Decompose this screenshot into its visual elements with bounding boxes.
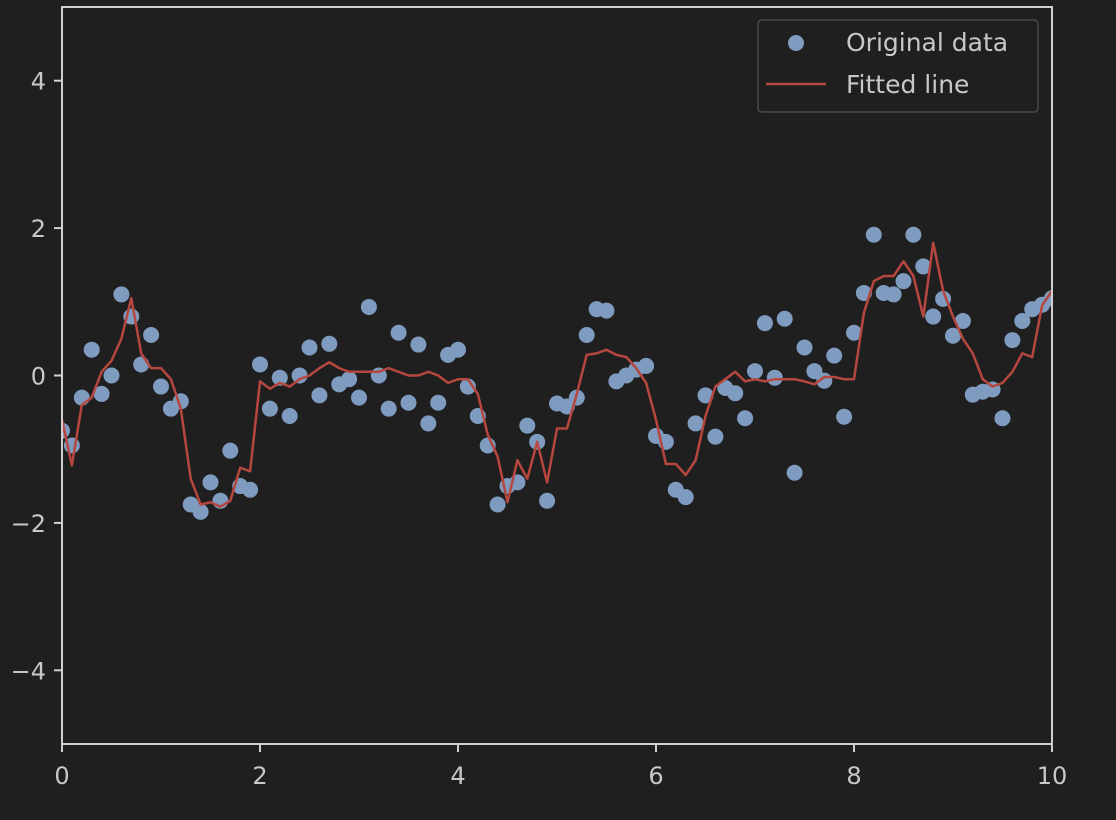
data-point: [430, 394, 447, 411]
data-point: [638, 357, 655, 374]
data-point: [410, 336, 427, 353]
x-tick-label: 10: [1037, 762, 1068, 790]
y-axis: −4 −2 0 2 4: [11, 68, 62, 685]
data-point: [865, 226, 882, 243]
x-tick-label: 8: [846, 762, 861, 790]
data-point: [519, 417, 536, 434]
legend-box: [757, 19, 1039, 113]
data-point: [598, 302, 615, 319]
x-tick-label: 2: [252, 762, 267, 790]
data-point: [954, 312, 971, 329]
data-point: [192, 503, 209, 520]
data-point: [776, 310, 793, 327]
y-tick-label: −4: [11, 657, 46, 685]
data-point: [341, 371, 358, 388]
data-point: [242, 481, 259, 498]
data-point: [261, 400, 278, 417]
data-point: [786, 464, 803, 481]
data-point: [252, 356, 268, 373]
legend-marker-original-data: [788, 35, 804, 51]
x-tick-label: 4: [450, 762, 465, 790]
data-point: [945, 327, 961, 344]
data-point: [222, 442, 239, 459]
data-point: [836, 408, 853, 425]
data-point: [93, 385, 110, 402]
data-point: [915, 258, 932, 275]
legend-label-original-data: Original data: [846, 28, 1008, 57]
data-point: [905, 226, 922, 243]
legend-label-fitted-line: Fitted line: [846, 70, 969, 99]
data-point: [846, 324, 862, 341]
data-point: [351, 389, 367, 406]
data-point: [321, 335, 338, 352]
data-point: [83, 341, 100, 358]
data-point: [420, 415, 437, 432]
data-point: [727, 385, 744, 402]
data-point: [311, 387, 328, 404]
data-point: [925, 308, 942, 325]
data-point: [756, 315, 773, 332]
data-point: [737, 410, 754, 427]
data-point: [153, 378, 169, 395]
series-fitted-line: [62, 241, 1052, 508]
data-point: [766, 369, 783, 386]
series-original-data: [62, 226, 1052, 520]
data-point: [885, 286, 902, 303]
data-point: [271, 369, 288, 386]
data-point: [301, 339, 318, 356]
legend: Original data Fitted line: [757, 19, 1039, 113]
data-point: [697, 387, 714, 404]
data-point: [994, 410, 1011, 427]
data-point: [707, 428, 724, 445]
data-point: [143, 326, 160, 343]
data-point: [539, 492, 556, 509]
y-tick-label: −2: [11, 510, 46, 538]
data-point: [133, 356, 150, 373]
x-tick-label: 0: [54, 762, 69, 790]
data-point: [1014, 312, 1031, 329]
x-axis: 0 2 4 6 8 10: [54, 744, 1067, 790]
x-tick-label: 6: [648, 762, 663, 790]
data-point: [578, 326, 595, 343]
data-point: [826, 347, 843, 364]
y-tick-label: 4: [31, 68, 46, 96]
y-tick-label: 0: [31, 363, 46, 391]
data-point: [450, 341, 466, 358]
data-point: [796, 339, 813, 356]
data-point: [677, 489, 694, 506]
data-point: [459, 378, 476, 395]
data-point: [73, 389, 90, 406]
data-point: [202, 474, 219, 491]
data-point: [113, 286, 130, 303]
y-tick-label: 2: [31, 215, 46, 243]
data-point: [895, 273, 912, 290]
data-point: [400, 394, 417, 411]
data-point: [291, 367, 308, 384]
data-point: [360, 298, 377, 315]
data-point: [747, 363, 763, 380]
data-point: [806, 363, 823, 380]
data-point: [489, 496, 506, 513]
data-point: [1004, 332, 1021, 349]
data-point: [103, 367, 120, 384]
data-point: [687, 415, 704, 432]
data-point: [281, 408, 298, 425]
data-point: [390, 324, 407, 341]
series-layer: [62, 226, 1052, 520]
data-point: [380, 400, 397, 417]
